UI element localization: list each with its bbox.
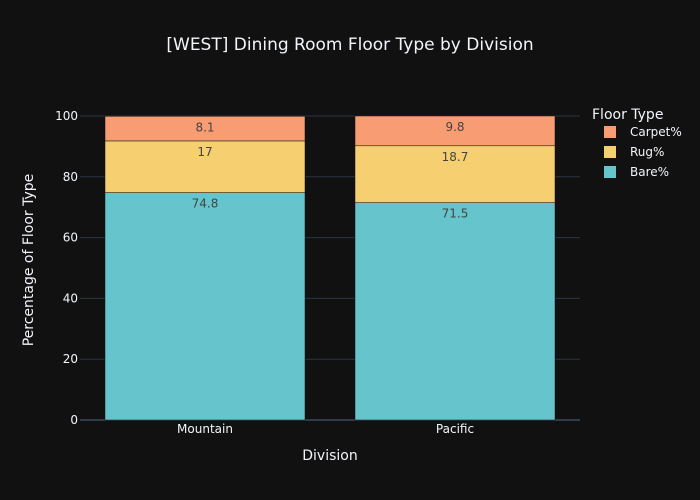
legend: Floor Type Carpet% Rug% Bare% xyxy=(592,107,682,179)
data-labels: 74.8 17 8.1 71.5 18.7 9.8 xyxy=(192,120,469,221)
y-tick-label: 80 xyxy=(63,170,78,184)
data-label: 17 xyxy=(197,145,212,159)
legend-label: Carpet% xyxy=(630,125,682,139)
y-tick-label: 40 xyxy=(63,291,78,305)
legend-label: Bare% xyxy=(630,165,669,179)
y-tick-label: 0 xyxy=(70,413,78,427)
data-label: 18.7 xyxy=(442,150,469,164)
bar-carpet-mountain xyxy=(104,116,306,142)
legend-title: Floor Type xyxy=(592,107,663,123)
bar-bare-mountain xyxy=(104,192,306,421)
x-axis-title: Division xyxy=(302,448,357,464)
data-label: 71.5 xyxy=(442,207,469,221)
bar-rug-pacific xyxy=(354,145,556,203)
data-label: 74.8 xyxy=(192,197,219,211)
y-axis-ticks: 0 20 40 60 80 100 xyxy=(55,109,78,427)
legend-label: Rug% xyxy=(630,145,664,159)
bar-carpet-pacific xyxy=(354,115,556,147)
data-label: 8.1 xyxy=(195,120,214,134)
y-tick-label: 100 xyxy=(55,109,78,123)
y-axis-title: Percentage of Floor Type xyxy=(21,174,37,347)
chart-title: [WEST] Dining Room Floor Type by Divisio… xyxy=(166,35,533,55)
legend-swatch-bare xyxy=(604,166,616,178)
y-tick-label: 60 xyxy=(63,231,78,245)
x-axis-ticks: Mountain Pacific xyxy=(177,422,474,436)
x-tick-label: Mountain xyxy=(177,422,233,436)
bars xyxy=(104,115,556,421)
x-tick-label: Pacific xyxy=(436,422,474,436)
legend-swatch-rug xyxy=(604,146,616,158)
bar-rug-mountain xyxy=(104,140,306,193)
bar-bare-pacific xyxy=(354,202,556,421)
y-tick-label: 20 xyxy=(63,352,78,366)
legend-items: Carpet% Rug% Bare% xyxy=(604,125,682,179)
legend-swatch-carpet xyxy=(604,126,616,138)
data-label: 9.8 xyxy=(445,120,464,134)
